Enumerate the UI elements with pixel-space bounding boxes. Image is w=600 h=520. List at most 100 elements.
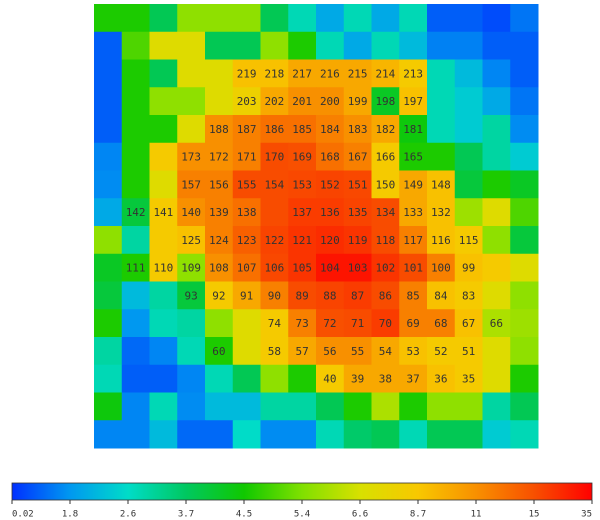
heatmap-cell (343, 31, 372, 60)
heatmap-cell (232, 337, 261, 366)
cell-label: 165 (403, 151, 423, 164)
heatmap-cell (94, 392, 123, 421)
heatmap-cell (94, 170, 123, 199)
cell-label: 105 (292, 262, 312, 275)
heatmap-cell (121, 281, 150, 310)
heatmap-cell (427, 59, 456, 88)
cell-label: 187 (237, 123, 257, 136)
cell-label: 197 (403, 95, 423, 108)
heatmap-cell (121, 4, 150, 33)
heatmap-cell (232, 4, 261, 33)
heatmap-cell (149, 115, 178, 144)
cell-label: 219 (237, 67, 257, 80)
heatmap-cell (371, 364, 400, 393)
cell-label: 90 (268, 289, 281, 302)
cell-label: 183 (348, 123, 368, 136)
heatmap-cell (288, 198, 317, 227)
heatmap-cell (288, 281, 317, 310)
heatmap-cell (232, 87, 261, 116)
cell-label: 154 (264, 178, 284, 191)
heatmap-cell (399, 142, 428, 171)
cell-label: 153 (292, 178, 312, 191)
cell-label: 119 (348, 234, 368, 247)
heatmap-cell (288, 420, 317, 449)
heatmap-cell (288, 115, 317, 144)
heatmap-cell (427, 142, 456, 171)
heatmap-cell (94, 337, 123, 366)
heatmap-cell (177, 115, 206, 144)
heatmap-cell (232, 253, 261, 282)
heatmap-cell (482, 59, 511, 88)
cell-label: 157 (181, 178, 201, 191)
cell-label: 106 (264, 262, 284, 275)
heatmap-cell (371, 31, 400, 60)
cell-label: 137 (292, 206, 312, 219)
heatmap-cell (371, 59, 400, 88)
heatmap-cell (316, 309, 345, 338)
heatmap-cell (343, 87, 372, 116)
cell-label: 37 (407, 373, 420, 386)
heatmap-cell (454, 337, 483, 366)
heatmap-cell (94, 31, 123, 60)
heatmap-cell (454, 87, 483, 116)
heatmap-cell (121, 115, 150, 144)
heatmap-cell (482, 87, 511, 116)
heatmap-cell (94, 364, 123, 393)
heatmap-cell (316, 59, 345, 88)
heatmap-cell (343, 198, 372, 227)
cell-label: 69 (407, 317, 420, 330)
heatmap-cell (399, 115, 428, 144)
cell-label: 51 (462, 345, 475, 358)
heatmap-cell (260, 392, 289, 421)
heatmap-cell (205, 87, 234, 116)
cell-label: 74 (268, 317, 282, 330)
heatmap-cell (94, 226, 123, 255)
cell-label: 155 (237, 178, 257, 191)
heatmap-cell (343, 309, 372, 338)
cell-label: 104 (320, 262, 340, 275)
heatmap-cell (205, 420, 234, 449)
heatmap-cell (371, 281, 400, 310)
heatmap-cell (482, 253, 511, 282)
heatmap-cell (177, 253, 206, 282)
cell-label: 124 (209, 234, 229, 247)
cell-label: 199 (348, 95, 368, 108)
heatmap-cell (427, 87, 456, 116)
heatmap-cell (454, 198, 483, 227)
heatmap-cell (482, 170, 511, 199)
cell-label: 182 (375, 123, 395, 136)
cell-label: 70 (379, 317, 392, 330)
cell-label: 140 (181, 206, 201, 219)
heatmap-cell (177, 281, 206, 310)
cell-label: 36 (434, 373, 447, 386)
heatmap-cell (343, 364, 372, 393)
heatmap-cell (94, 87, 123, 116)
heatmap-cell (149, 420, 178, 449)
colorbar-tick-label: 3.7 (178, 510, 194, 520)
cell-label: 203 (237, 95, 257, 108)
cell-label: 120 (320, 234, 340, 247)
heatmap-cell (454, 392, 483, 421)
heatmap-cell (121, 31, 150, 60)
heatmap-cell (343, 59, 372, 88)
heatmap-cell (149, 309, 178, 338)
heatmap-cell (454, 4, 483, 33)
heatmap-cell (94, 309, 123, 338)
cell-label: 115 (459, 234, 479, 247)
cell-label: 109 (181, 262, 201, 275)
heatmap-cell (205, 226, 234, 255)
heatmap-cell (510, 309, 539, 338)
heatmap-cell (177, 31, 206, 60)
colorbar-tick-label: 35 (581, 510, 592, 520)
heatmap-cell (94, 142, 123, 171)
heatmap-cell (316, 4, 345, 33)
heatmap-cell (510, 226, 539, 255)
heatmap-cell (316, 337, 345, 366)
heatmap-cell (177, 87, 206, 116)
cell-label: 100 (431, 262, 451, 275)
heatmap-cell (399, 4, 428, 33)
heatmap-cell (343, 253, 372, 282)
cell-label: 152 (320, 178, 340, 191)
heatmap-cell (399, 31, 428, 60)
heatmap-cell (94, 4, 123, 33)
